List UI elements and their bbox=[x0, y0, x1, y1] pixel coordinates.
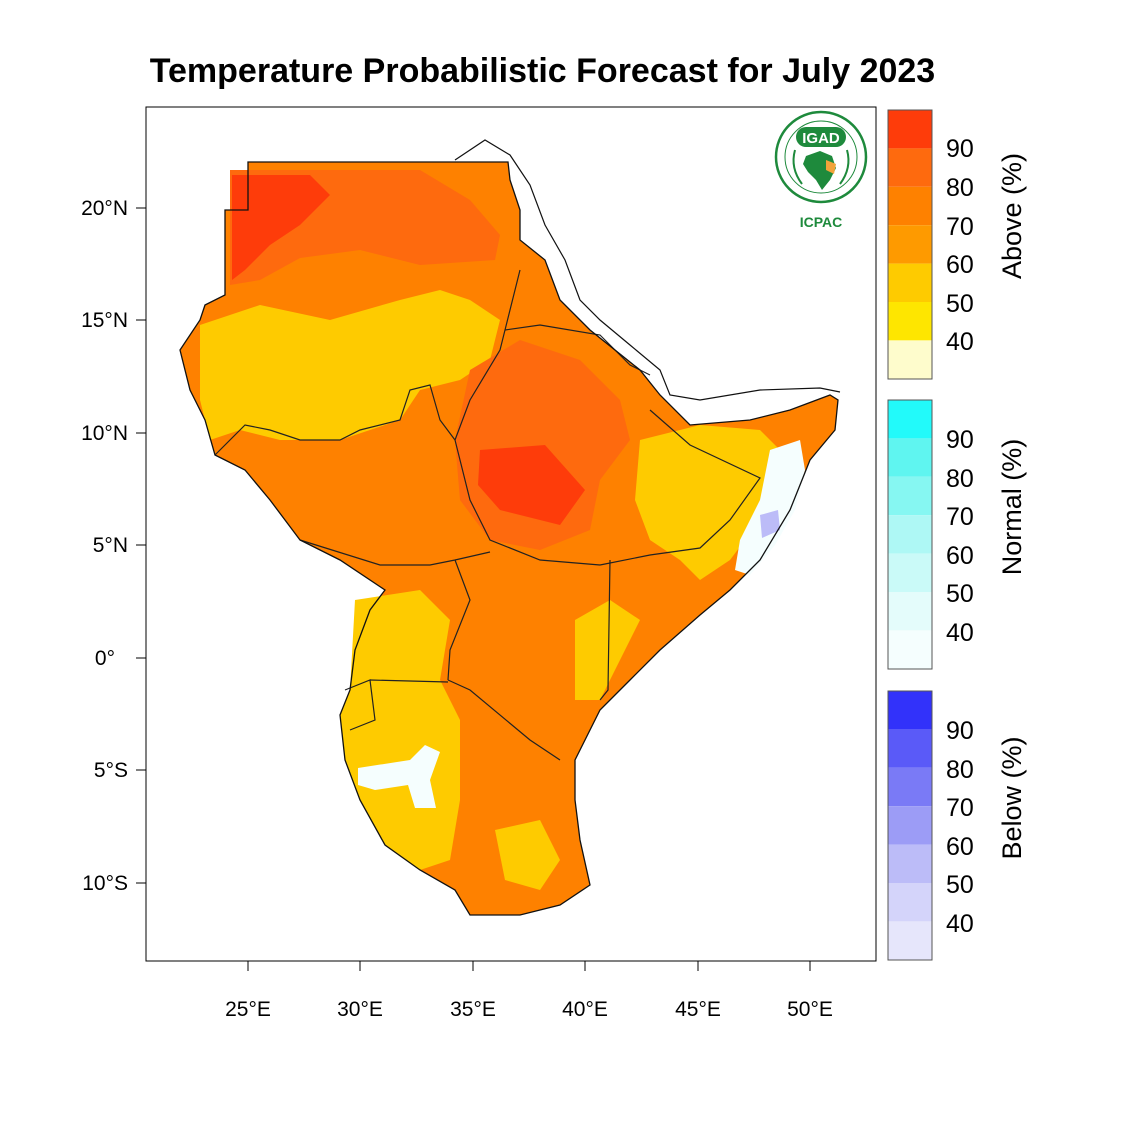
legend-normal-label: 40 bbox=[946, 619, 974, 647]
lon-label: 30°E bbox=[337, 998, 383, 1021]
lon-labels: 25°E 30°E 35°E 40°E 45°E 50°E bbox=[225, 998, 833, 1021]
wheat-right-icon bbox=[839, 149, 850, 185]
legend-above-swatch-5 bbox=[888, 302, 932, 341]
legend-below-label: 70 bbox=[946, 794, 974, 822]
legend-normal-label: 70 bbox=[946, 503, 974, 531]
legend-above-swatch-2 bbox=[888, 186, 932, 226]
lon-label: 40°E bbox=[562, 998, 608, 1021]
red-sea-coastline bbox=[454, 139, 841, 401]
legend-below-label: 60 bbox=[946, 833, 974, 861]
border-southsudan-uganda bbox=[299, 539, 491, 566]
axis-ticks bbox=[136, 207, 811, 971]
legend-below-swatch-1 bbox=[888, 729, 932, 768]
logo-badge bbox=[796, 127, 846, 147]
igad-logo: IGAD ICPAC bbox=[774, 110, 868, 230]
lat-label: 20°N bbox=[81, 197, 128, 220]
legend-normal-swatch-0 bbox=[888, 400, 932, 439]
lat-label: 10°N bbox=[81, 422, 128, 445]
legend-normal-label: 80 bbox=[946, 465, 974, 493]
region-outline bbox=[179, 161, 839, 916]
legend-below-swatch-4 bbox=[888, 844, 932, 883]
legend-normal: 90 80 70 60 50 40 Normal (%) bbox=[887, 399, 1027, 670]
legend-below-swatch-3 bbox=[888, 806, 932, 845]
legend-below-swatch-0 bbox=[888, 691, 932, 730]
lon-label: 45°E bbox=[675, 998, 721, 1021]
lon-label: 50°E bbox=[787, 998, 833, 1021]
region-below-50-somalia bbox=[760, 510, 780, 538]
legend-above-swatch-3 bbox=[888, 225, 932, 264]
legend-normal-swatch-6 bbox=[888, 630, 932, 669]
legend-normal-swatch-5 bbox=[888, 592, 932, 631]
legend-above-label: 70 bbox=[946, 213, 974, 241]
legend-above: 90 80 70 60 50 40 Above (%) bbox=[887, 109, 1027, 380]
legend-below-swatch-5 bbox=[888, 883, 932, 922]
legend-below-label: 80 bbox=[946, 756, 974, 784]
region-above-50-sahel bbox=[200, 290, 500, 440]
lon-label: 35°E bbox=[450, 998, 496, 1021]
legend-below-title: Below (%) bbox=[997, 736, 1027, 859]
border-kenya-tanzania bbox=[447, 679, 561, 761]
legend-above-label: 50 bbox=[946, 290, 974, 318]
legend-below-label: 50 bbox=[946, 871, 974, 899]
legend-above-label: 80 bbox=[946, 174, 974, 202]
legend-below-label: 90 bbox=[946, 717, 974, 745]
border-uganda-kenya bbox=[447, 559, 471, 681]
region-normal-somalia bbox=[735, 440, 805, 575]
logo-badge-text: IGAD bbox=[802, 130, 840, 147]
legend-below-swatch-6 bbox=[888, 921, 932, 960]
legend-normal-title: Normal (%) bbox=[997, 439, 1027, 576]
border-sudan-ethiopia bbox=[454, 269, 521, 441]
logo-inner-ring bbox=[784, 120, 858, 194]
legend-above-label: 60 bbox=[946, 251, 974, 279]
border-kenya-somalia bbox=[599, 559, 611, 701]
legend-below-frame bbox=[887, 690, 933, 961]
legend-above-title: Above (%) bbox=[997, 153, 1027, 279]
border-rwanda-burundi bbox=[344, 679, 376, 731]
map-title: Temperature Probabilistic Forecast for J… bbox=[149, 52, 936, 90]
logo-caption: ICPAC bbox=[800, 214, 843, 230]
legend-normal-swatch-1 bbox=[888, 438, 932, 477]
lat-label: 0° bbox=[95, 647, 115, 670]
legend-normal-label: 90 bbox=[946, 426, 974, 454]
border-southsudan-ethiopia bbox=[454, 439, 601, 566]
legend-above-frame bbox=[887, 109, 933, 380]
region-above-90-north-core bbox=[232, 175, 330, 280]
border-ethiopia-somalia bbox=[599, 409, 761, 566]
lat-label: 5°N bbox=[93, 534, 128, 557]
border-sudan-southsudan bbox=[214, 384, 456, 456]
legend-normal-frame bbox=[887, 399, 933, 670]
legend-above-swatch-0 bbox=[888, 110, 932, 149]
legend-above-swatch-1 bbox=[888, 148, 932, 187]
legend-normal-swatch-2 bbox=[888, 476, 932, 516]
legend-above-swatch-6 bbox=[888, 340, 932, 379]
legend-normal-swatch-3 bbox=[888, 515, 932, 554]
legend-above-label: 40 bbox=[946, 328, 974, 356]
border-eritrea bbox=[504, 324, 651, 376]
forecast-region bbox=[180, 162, 838, 915]
lat-label: 10°S bbox=[82, 872, 128, 895]
legend-below-swatch-2 bbox=[888, 767, 932, 807]
lat-labels: 20°N 15°N 10°N 5°N 0° 5°S 10°S bbox=[81, 197, 128, 895]
legend-above-swatch-4 bbox=[888, 263, 932, 302]
region-normal-tanzania bbox=[358, 745, 440, 808]
legend-normal-label: 60 bbox=[946, 542, 974, 570]
legend-normal-swatch-4 bbox=[888, 553, 932, 592]
legend-below-label: 40 bbox=[946, 910, 974, 938]
legend-below: 90 80 70 60 50 40 Below (%) bbox=[887, 690, 1027, 961]
lat-label: 5°S bbox=[94, 759, 128, 782]
legend-above-label: 90 bbox=[946, 135, 974, 163]
legend-normal-label: 50 bbox=[946, 580, 974, 608]
region-above-50-southeast bbox=[495, 820, 560, 890]
lat-label: 15°N bbox=[81, 309, 128, 332]
igad-region-icon bbox=[826, 160, 836, 174]
region-above-50-horn bbox=[635, 425, 790, 580]
country-borders bbox=[214, 269, 761, 761]
border-uganda-tanzania bbox=[369, 679, 449, 683]
wheat-left-icon bbox=[792, 149, 803, 185]
region-above-50-east bbox=[575, 600, 640, 700]
region-above-90-ethiopia bbox=[478, 445, 585, 525]
lon-label: 25°E bbox=[225, 998, 271, 1021]
